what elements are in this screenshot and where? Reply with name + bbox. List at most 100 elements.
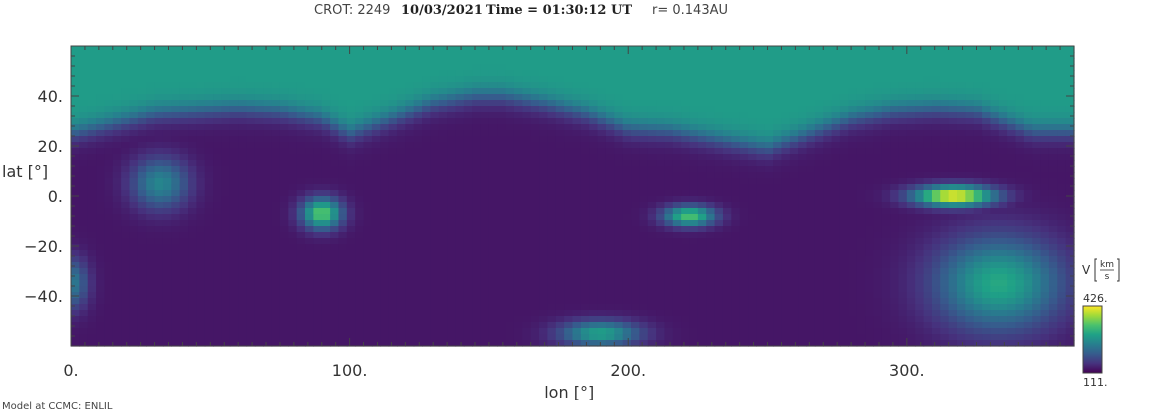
heatmap-cell — [839, 280, 849, 287]
heatmap-cell — [865, 268, 874, 275]
heatmap-cell — [756, 112, 766, 119]
heatmap-cell — [839, 106, 849, 113]
heatmap-cell — [188, 154, 197, 161]
heatmap-cell — [346, 262, 356, 269]
heatmap-cell — [890, 214, 900, 221]
heatmap-cell — [279, 46, 289, 53]
heatmap-cell — [346, 100, 356, 107]
heatmap-cell — [447, 58, 457, 65]
heatmap-cell — [948, 250, 958, 257]
heatmap-cell — [956, 112, 966, 119]
heatmap-cell — [246, 292, 256, 299]
heatmap-cell — [204, 118, 214, 125]
heatmap-cell — [731, 52, 741, 59]
heatmap-cell — [179, 196, 189, 203]
heatmap-cell — [848, 64, 858, 71]
heatmap-cell — [1065, 64, 1075, 71]
heatmap-cell — [656, 142, 666, 149]
heatmap-cell — [305, 220, 314, 227]
heatmap-cell — [748, 106, 757, 113]
heatmap-cell — [313, 232, 323, 239]
heatmap-cell — [890, 274, 900, 281]
heatmap-cell — [982, 184, 992, 191]
heatmap-cell — [706, 214, 716, 221]
heatmap-cell — [447, 184, 457, 191]
heatmap-cell — [104, 58, 114, 65]
heatmap-cell — [773, 142, 783, 149]
heatmap-cell — [305, 118, 314, 125]
heatmap-cell — [497, 220, 507, 227]
heatmap-cell — [831, 166, 841, 173]
heatmap-cell — [956, 178, 966, 185]
heatmap-cell — [656, 166, 666, 173]
heatmap-cell — [254, 232, 264, 239]
heatmap-cell — [1065, 232, 1075, 239]
heatmap-cell — [238, 274, 248, 281]
heatmap-cell — [555, 70, 565, 77]
heatmap-cell — [288, 220, 298, 227]
heatmap-cell — [1040, 232, 1050, 239]
heatmap-cell — [238, 226, 248, 233]
heatmap-cell — [438, 136, 448, 143]
heatmap-cell — [605, 124, 615, 131]
heatmap-cell — [396, 220, 406, 227]
heatmap-cell — [915, 148, 925, 155]
heatmap-cell — [948, 94, 958, 101]
heatmap-cell — [279, 160, 289, 167]
heatmap-cell — [890, 256, 900, 263]
heatmap-cell — [246, 124, 256, 131]
heatmap-cell — [848, 250, 858, 257]
heatmap-cell — [906, 190, 916, 197]
heatmap-cell — [422, 244, 432, 251]
heatmap-cell — [831, 124, 841, 131]
heatmap-cell — [363, 160, 373, 167]
heatmap-cell — [1032, 136, 1042, 143]
heatmap-cell — [722, 160, 732, 167]
heatmap-cell — [1057, 238, 1067, 245]
heatmap-cell — [1015, 196, 1025, 203]
heatmap-cell — [338, 52, 348, 59]
heatmap-cell — [288, 244, 298, 251]
heatmap-cell — [330, 64, 340, 71]
heatmap-cell — [990, 88, 1000, 95]
heatmap-cell — [162, 100, 172, 107]
heatmap-cell — [305, 184, 314, 191]
heatmap-cell — [405, 64, 415, 71]
heatmap-cell — [748, 286, 757, 293]
heatmap-cell — [279, 148, 289, 155]
heatmap-cell — [773, 214, 783, 221]
heatmap-cell — [622, 52, 632, 59]
heatmap-cell — [422, 202, 432, 209]
heatmap-cell — [338, 166, 348, 173]
heatmap-cell — [254, 148, 264, 155]
heatmap-cell — [672, 226, 682, 233]
heatmap-cell — [505, 58, 515, 65]
heatmap-cell — [422, 76, 432, 83]
heatmap-cell — [497, 148, 507, 155]
heatmap-cell — [614, 136, 624, 143]
heatmap-cell — [179, 130, 189, 137]
heatmap-cell — [530, 142, 540, 149]
heatmap-cell — [380, 118, 390, 125]
heatmap-cell — [547, 64, 557, 71]
heatmap-cell — [739, 124, 749, 131]
heatmap-cell — [413, 70, 423, 77]
heatmap-cell — [188, 106, 197, 113]
heatmap-cell — [447, 220, 457, 227]
heatmap-cell — [881, 106, 891, 113]
heatmap-cell — [580, 142, 590, 149]
heatmap-cell — [405, 226, 415, 233]
heatmap-cell — [965, 262, 975, 269]
heatmap-cell — [915, 58, 925, 65]
heatmap-cell — [714, 82, 724, 89]
heatmap-cell — [739, 76, 749, 83]
heatmap-cell — [814, 148, 824, 155]
heatmap-cell — [396, 148, 406, 155]
heatmap-cell — [330, 82, 340, 89]
heatmap-cell — [798, 58, 808, 65]
heatmap-cell — [363, 286, 373, 293]
heatmap-cell — [948, 58, 958, 65]
heatmap-cell — [865, 136, 874, 143]
heatmap-cell — [814, 100, 824, 107]
heatmap-cell — [229, 70, 239, 77]
